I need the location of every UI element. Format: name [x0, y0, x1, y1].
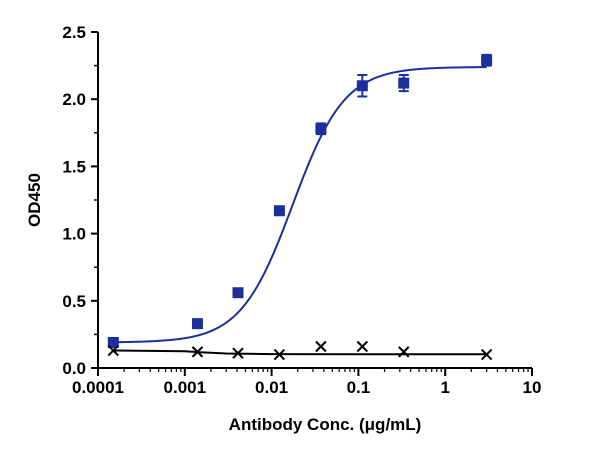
x-tick-label: 10 — [523, 378, 542, 397]
y-axis-title: OD450 — [25, 173, 44, 227]
series-2-fit-curve — [113, 349, 487, 356]
series-2-point — [273, 348, 286, 361]
series-2-point — [315, 340, 327, 353]
y-tick-label: 1.0 — [62, 225, 86, 244]
series-2-point — [191, 346, 204, 358]
x-tick-label: 0.1 — [347, 378, 371, 397]
series-1-fit-curve — [113, 66, 487, 344]
series-2-point — [232, 347, 244, 359]
series-2-point — [107, 344, 119, 357]
series-1-point — [356, 80, 368, 92]
x-tick-label: 0.001 — [164, 378, 207, 397]
y-tick-label: 1.5 — [62, 157, 86, 176]
series-1-point — [107, 336, 119, 348]
series-1-point — [481, 54, 493, 66]
y-tick-label: 0.5 — [62, 292, 86, 311]
series-1-point — [273, 205, 285, 217]
series-2-point — [398, 346, 410, 358]
x-axis-title: Antibody Conc. (μg/mL) — [229, 415, 422, 434]
x-tick-label: 0.01 — [255, 378, 288, 397]
y-tick-label: 2.0 — [62, 90, 86, 109]
series-1-point — [398, 77, 410, 89]
series-1-point — [315, 123, 327, 135]
y-tick-label: 2.5 — [62, 23, 86, 42]
y-tick-label: 0.0 — [62, 359, 86, 378]
series-2-point — [356, 340, 369, 353]
series-1-point — [191, 318, 203, 330]
series-1-point — [232, 287, 244, 299]
x-tick-label: 0.0001 — [72, 378, 124, 397]
series-2-point — [480, 348, 493, 361]
x-tick-label: 1 — [440, 378, 449, 397]
